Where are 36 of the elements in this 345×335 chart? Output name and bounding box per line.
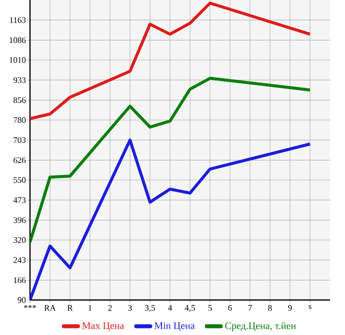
y-tick-label: 1086 [10,37,26,44]
y-tick-label: 933 [13,77,26,83]
x-tick-label: 3,5 [145,305,155,312]
x-tick-label: 2 [108,305,112,311]
x-tick-label: 4 [168,305,172,311]
x-tick-label: 7 [248,305,252,311]
y-tick-label: 396 [14,217,26,224]
y-tick-label: 320 [14,237,26,243]
y-tick-label: 550 [14,177,26,183]
y-tick-label: 780 [14,117,26,123]
x-tick-label: 3 [128,305,132,311]
y-tick-label: 243 [14,257,26,263]
line-series [30,2,312,120]
legend-label: Сред.Цена, т.йен [225,322,296,332]
x-tick-label: RA [44,305,56,311]
y-tick-label: 473 [13,197,26,203]
legend-label: Max Цена [82,322,124,332]
x-tick-label: 5 [208,305,212,311]
x-tick-label: 8 [268,305,272,311]
x-tick-label: 4,5 [184,305,195,312]
x-tick-label: 9 [288,305,292,311]
x-tick-label: R [67,305,73,311]
y-tick-label: 166 [14,277,26,284]
y-tick-label: 1163 [10,17,26,23]
y-tick-label: 1010 [10,57,26,63]
y-tick-label: 90 [18,297,26,303]
x-tick-label: *** [24,305,36,308]
y-tick-label: 856 [14,97,26,104]
line-series [30,76,312,244]
x-tick-label: 1 [88,305,92,311]
x-tick-label: 6 [228,305,232,311]
y-tick-label: 626 [14,157,26,164]
line-series [30,138,312,300]
y-tick-label: 703 [14,137,26,143]
x-tick-label: s [308,305,312,310]
legend-label: Min Цена [154,322,195,332]
